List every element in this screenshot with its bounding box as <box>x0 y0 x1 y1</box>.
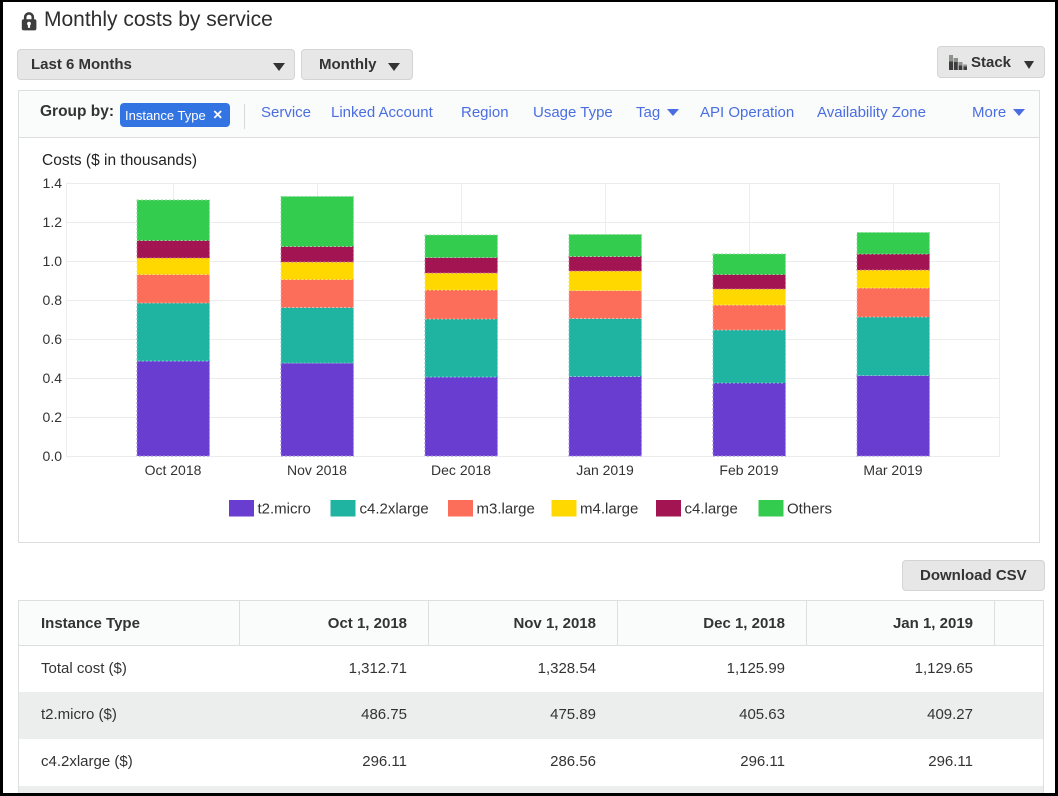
svg-text:0.0: 0.0 <box>43 448 63 464</box>
svg-text:c4.large: c4.large <box>685 501 738 518</box>
svg-text:Nov 2018: Nov 2018 <box>287 462 347 478</box>
svg-text:1.4: 1.4 <box>43 175 63 191</box>
svg-text:t2.micro: t2.micro <box>258 501 311 518</box>
svg-text:1.0: 1.0 <box>43 253 63 269</box>
svg-text:c4.2xlarge: c4.2xlarge <box>360 501 429 518</box>
svg-text:0.4: 0.4 <box>43 370 63 386</box>
svg-text:Feb 2019: Feb 2019 <box>719 462 778 478</box>
svg-text:Jan 2019: Jan 2019 <box>576 462 634 478</box>
svg-text:Dec 2018: Dec 2018 <box>431 462 491 478</box>
svg-text:Oct 2018: Oct 2018 <box>145 462 202 478</box>
svg-text:0.8: 0.8 <box>43 292 63 308</box>
svg-text:Mar 2019: Mar 2019 <box>863 462 922 478</box>
svg-text:0.6: 0.6 <box>43 331 63 347</box>
svg-text:Costs ($ in thousands): Costs ($ in thousands) <box>42 152 197 169</box>
svg-text:0.2: 0.2 <box>43 409 63 425</box>
svg-text:Others: Others <box>787 501 832 518</box>
svg-text:1.2: 1.2 <box>43 214 63 230</box>
svg-text:m3.large: m3.large <box>477 501 535 518</box>
svg-text:m4.large: m4.large <box>580 501 638 518</box>
